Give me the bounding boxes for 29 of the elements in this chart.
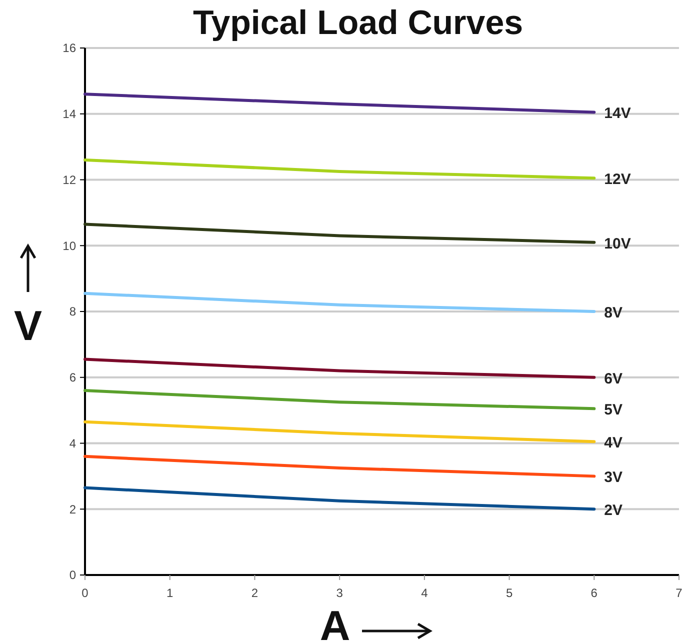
- series-label: 4V: [604, 434, 622, 452]
- chart-title: Typical Load Curves: [192, 4, 524, 42]
- y-tick-label: 6: [69, 370, 76, 385]
- y-tick-label: 8: [69, 304, 76, 319]
- y-tick-label: 2: [69, 502, 76, 516]
- x-tick-label: 5: [506, 586, 513, 600]
- series-label: 2V: [604, 502, 622, 520]
- x-tick-label: 3: [336, 586, 344, 600]
- series-label: 5V: [604, 402, 622, 419]
- x-tick-label: 6: [590, 586, 598, 600]
- x-tick-label: 1: [166, 586, 174, 600]
- x-axis-title: A: [320, 602, 350, 643]
- x-tick-label: 2: [251, 586, 258, 600]
- series-label: 3V: [604, 469, 622, 486]
- x-tick-label: 0: [82, 586, 89, 600]
- x-tick-label: 7: [676, 586, 683, 600]
- series-label: 8V: [604, 304, 622, 322]
- series-label: 10V: [604, 235, 631, 252]
- y-tick-label: 0: [69, 568, 76, 582]
- series-label: 12V: [604, 171, 631, 188]
- y-tick-label: 4: [69, 436, 76, 450]
- y-tick-label: 10: [62, 238, 76, 253]
- y-axis-title: V: [14, 302, 42, 349]
- y-tick-label: 12: [62, 172, 76, 187]
- series-label: 6V: [604, 370, 622, 388]
- x-tick-label: 4: [421, 586, 428, 600]
- series-label: 14V: [604, 105, 631, 122]
- y-tick-label: 16: [62, 41, 76, 56]
- y-tick-label: 14: [62, 107, 76, 122]
